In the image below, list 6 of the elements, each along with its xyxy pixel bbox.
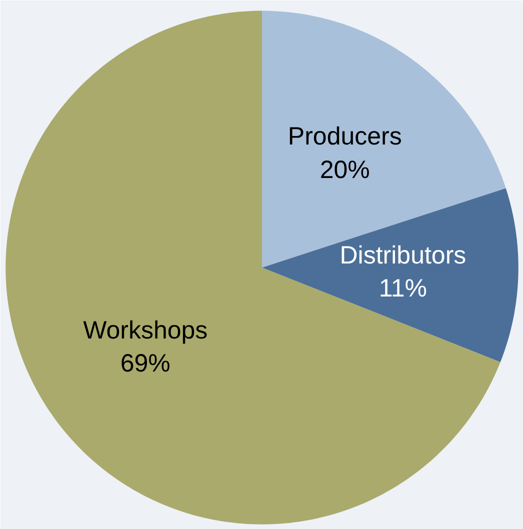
slice-label: Workshops <box>83 316 208 344</box>
slice-label: Distributors <box>340 241 466 270</box>
data-label: 11% <box>378 274 428 303</box>
data-label: 20% <box>320 156 370 184</box>
data-label: 69% <box>120 350 170 378</box>
slice-label: Producers <box>288 122 402 151</box>
